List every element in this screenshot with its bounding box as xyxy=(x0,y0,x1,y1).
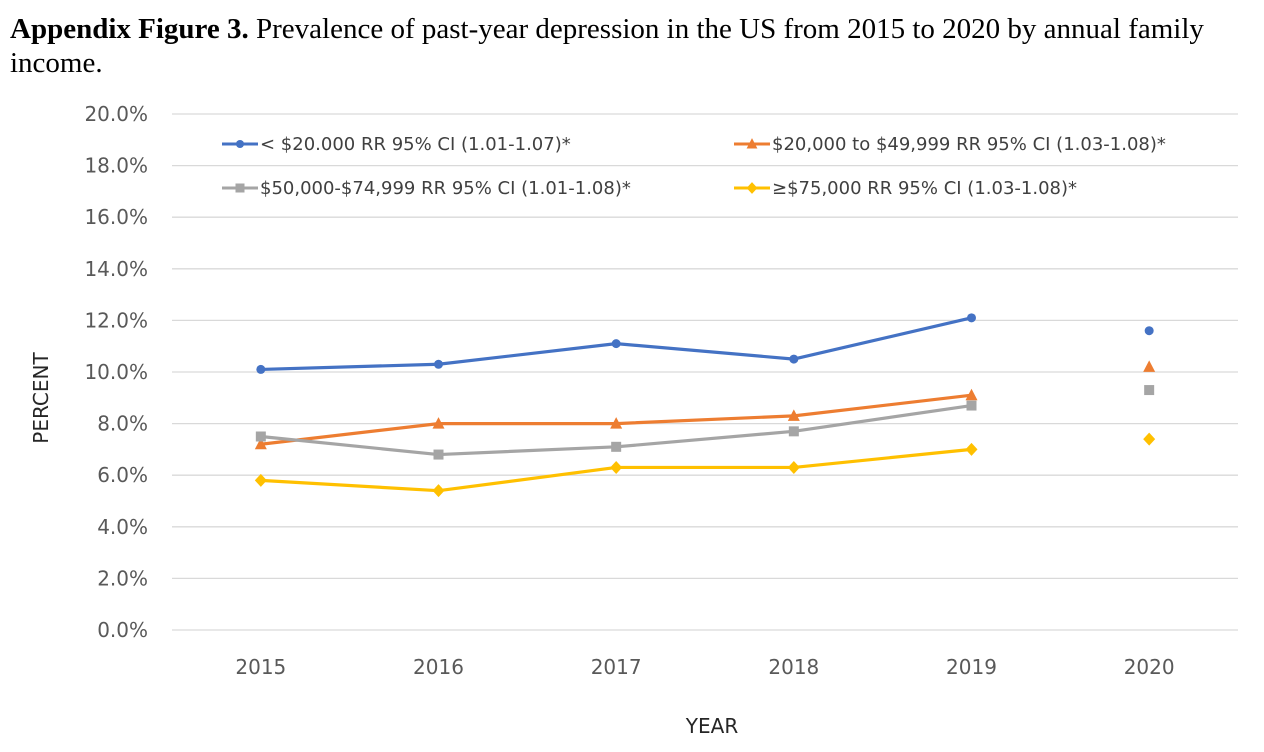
data-point xyxy=(1143,360,1156,372)
data-point xyxy=(433,449,444,460)
series-3 xyxy=(255,385,1155,460)
y-tick-label: 12.0% xyxy=(84,308,148,332)
data-point xyxy=(967,313,976,323)
y-axis-ticks: 0.0% 2.0% 4.0% 6.0% 8.0% 10.0% 12.0% 14.0% 16.0%… xyxy=(84,102,148,642)
y-tick-label: 10.0% xyxy=(84,360,148,384)
data-point xyxy=(1144,385,1155,396)
y-tick-label: 8.0% xyxy=(97,412,148,436)
y-tick-label: 16.0% xyxy=(84,205,148,229)
data-point xyxy=(789,354,799,364)
x-axis-ticks: 2015 2016 2017 2018 2019 2020 xyxy=(235,655,1174,679)
legend-marker xyxy=(746,182,758,194)
data-point xyxy=(966,400,977,411)
y-axis-title: PERCENT xyxy=(29,352,53,444)
x-tick-label: 2017 xyxy=(591,655,642,679)
data-point xyxy=(254,437,267,450)
y-tick-label: 18.0% xyxy=(84,154,148,178)
data-point xyxy=(788,426,799,437)
caption-text: Prevalence of past-year depression in th… xyxy=(10,13,1204,79)
data-point xyxy=(432,417,445,429)
data-point xyxy=(965,388,978,401)
legend-marker xyxy=(235,139,245,149)
series-4 xyxy=(254,432,1156,498)
legend-label: $20,000 to $49,999 RR 95% CI (1.03-1.08)… xyxy=(772,134,1166,155)
data-point xyxy=(787,409,800,421)
data-point xyxy=(432,484,445,498)
x-tick-label: 2018 xyxy=(768,655,819,679)
y-tick-label: 14.0% xyxy=(84,257,148,281)
caption-lead: Appendix Figure 3. xyxy=(10,13,249,45)
data-point xyxy=(787,460,800,474)
series-2 xyxy=(254,360,1156,450)
legend: < $20.000 RR 95% CI (1.01-1.07)* $20,000 … xyxy=(222,134,1166,199)
data-point xyxy=(610,460,623,474)
legend-entry: $20,000 to $49,999 RR 95% CI (1.03-1.08)… xyxy=(734,134,1166,155)
y-tick-label: 6.0% xyxy=(97,463,148,487)
series-1 xyxy=(256,313,1154,374)
data-point xyxy=(255,431,266,442)
series-group xyxy=(254,313,1156,498)
legend-entry: < $20.000 RR 95% CI (1.01-1.07)* xyxy=(222,134,571,155)
legend-label: < $20.000 RR 95% CI (1.01-1.07)* xyxy=(260,134,571,155)
x-tick-label: 2016 xyxy=(413,655,464,679)
y-tick-label: 2.0% xyxy=(97,566,148,590)
data-point xyxy=(965,442,978,456)
data-point xyxy=(256,364,266,374)
x-axis-title: YEAR xyxy=(685,714,739,738)
legend-label: ≥$75,000 RR 95% CI (1.03-1.08)* xyxy=(772,178,1077,199)
legend-label: $50,000-$74,999 RR 95% CI (1.01-1.08)* xyxy=(260,178,631,199)
x-tick-label: 2015 xyxy=(235,655,286,679)
data-point xyxy=(434,359,443,369)
y-tick-label: 20.0% xyxy=(84,102,148,126)
legend-marker xyxy=(235,183,245,193)
gridlines xyxy=(172,113,1238,631)
data-point xyxy=(611,441,622,452)
data-point xyxy=(1143,432,1156,446)
figure-caption: Appendix Figure 3. Prevalence of past-ye… xyxy=(10,12,1250,80)
x-tick-label: 2020 xyxy=(1124,655,1175,679)
y-tick-label: 0.0% xyxy=(97,618,148,642)
data-point xyxy=(611,339,621,349)
data-point xyxy=(1144,326,1154,336)
x-tick-label: 2019 xyxy=(946,655,997,679)
legend-entry: $50,000-$74,999 RR 95% CI (1.01-1.08)* xyxy=(222,178,631,199)
data-point xyxy=(254,473,267,487)
y-tick-label: 4.0% xyxy=(97,515,148,539)
legend-marker xyxy=(746,138,758,149)
data-point xyxy=(610,417,623,429)
legend-entry: ≥$75,000 RR 95% CI (1.03-1.08)* xyxy=(734,178,1077,199)
